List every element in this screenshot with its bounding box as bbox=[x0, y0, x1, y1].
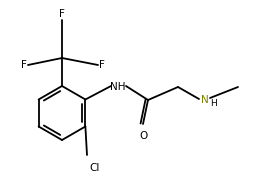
Text: O: O bbox=[139, 131, 147, 141]
Text: F: F bbox=[59, 9, 65, 19]
Text: F: F bbox=[21, 60, 27, 70]
Text: Cl: Cl bbox=[90, 163, 100, 173]
Text: H: H bbox=[210, 99, 217, 109]
Text: F: F bbox=[99, 60, 105, 70]
Text: NH: NH bbox=[110, 82, 126, 92]
Text: N: N bbox=[201, 95, 209, 105]
